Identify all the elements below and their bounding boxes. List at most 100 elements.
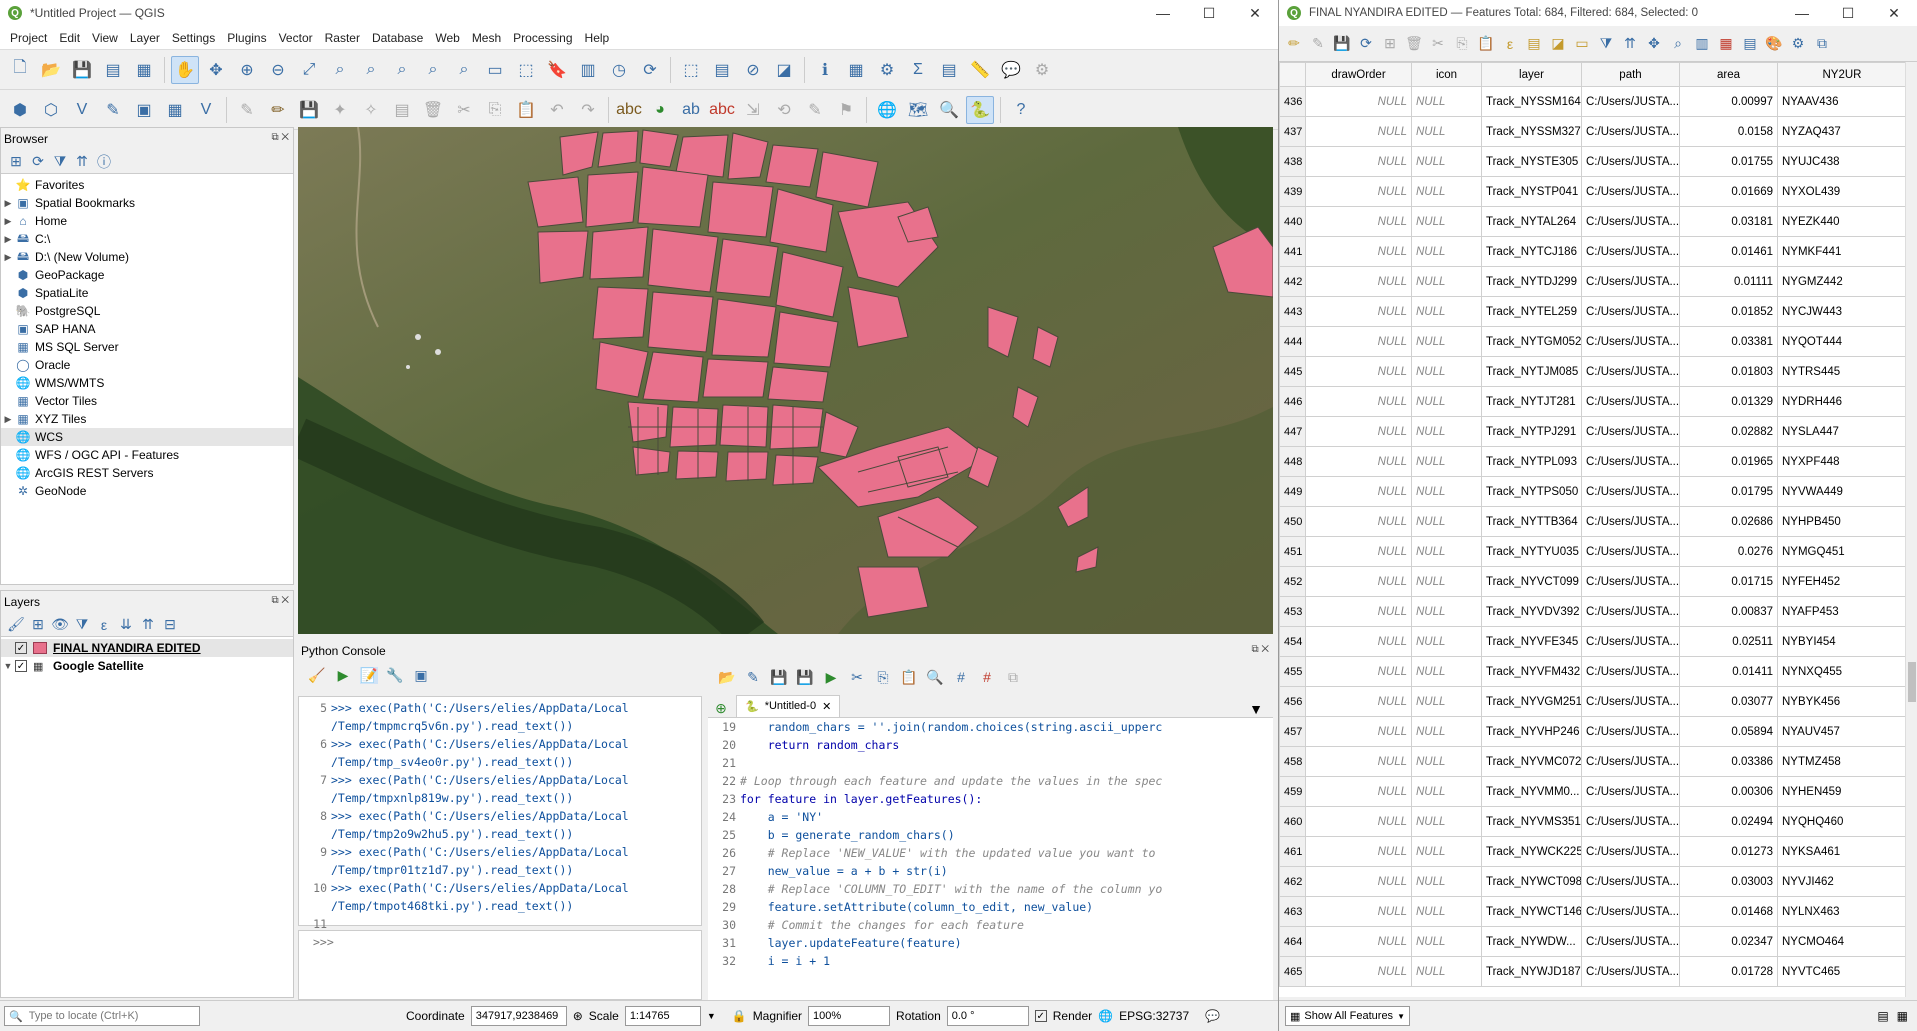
python-console-icon[interactable]: 🐍 [966,95,994,124]
layout-manager-icon[interactable]: ▦ [136,61,152,79]
table-cell[interactable]: NULL [1305,536,1412,567]
table-cell[interactable]: C:/Users/JUSTA... [1581,866,1680,897]
row-number[interactable]: 436 [1279,86,1306,117]
table-cell[interactable]: 0.01755 [1679,146,1778,177]
row-number[interactable]: 452 [1279,566,1306,597]
select-by-value-icon[interactable]: ◪ [776,61,792,79]
expand-arrow-icon[interactable]: ▶ [4,197,12,208]
rotate-label-icon[interactable]: ⟲ [777,101,791,119]
table-cell[interactable]: NULL [1411,896,1482,927]
table-row[interactable]: 449 NULL NULL Track_NYTPS050 C:/Users/JUSTA.… [1279,476,1906,507]
table-cell[interactable]: NYQOT444 [1777,326,1906,357]
table-cell[interactable]: NULL [1411,176,1482,207]
table-row[interactable]: 457 NULL NULL Track_NYVHP246 C:/Users/JUSTA.… [1279,716,1906,747]
table-cell[interactable]: 0.01728 [1679,956,1778,987]
data-source-manager-icon[interactable]: ⬢ [13,101,27,119]
table-cell[interactable]: NYAAV436 [1777,86,1906,117]
table-cell[interactable]: 0.03386 [1679,746,1778,777]
table-cell[interactable]: NULL [1411,626,1482,657]
cut-icon[interactable]: ✂ [1432,35,1444,51]
minimize-icon[interactable]: — [1795,5,1809,21]
save-script-icon[interactable]: 💾 [770,668,788,685]
crs-label[interactable]: EPSG:32737 [1119,1009,1190,1023]
panel-float-close-icon[interactable]: ⧉ ✕ [271,132,289,143]
table-cell[interactable]: NULL [1305,956,1412,987]
table-cell[interactable]: NYXOL439 [1777,176,1906,207]
new-print-layout-icon[interactable]: ▤ [105,61,121,79]
table-cell[interactable]: C:/Users/JUSTA... [1581,236,1680,267]
table-cell[interactable]: C:/Users/JUSTA... [1581,656,1680,687]
panel-float-close-icon[interactable]: ⧉ ✕ [1251,644,1269,655]
vertex-tool-icon[interactable]: ✧ [364,101,378,119]
table-cell[interactable]: NULL [1305,896,1412,927]
row-number[interactable]: 461 [1279,836,1306,867]
add-group-icon[interactable]: ⊞ [32,616,44,632]
table-cell[interactable]: Track_NYTYU035 [1481,536,1582,567]
browser-item-d-new-volume[interactable]: ▶ 🖴 D:\ (New Volume) [1,248,293,266]
zoom-next-icon[interactable]: ⌕ [459,60,469,78]
table-cell[interactable]: 0.01411 [1679,656,1778,687]
table-cell[interactable]: 0.0158 [1679,116,1778,147]
bookmark-icon[interactable]: 🔖 [547,61,567,79]
table-cell[interactable]: NYXPF448 [1777,446,1906,477]
table-cell[interactable]: NULL [1411,956,1482,987]
close-icon[interactable]: ✕ [1888,5,1900,21]
menu-mesh[interactable]: Mesh [471,30,502,45]
table-cell[interactable]: C:/Users/JUSTA... [1581,566,1680,597]
table-cell[interactable]: NULL [1305,236,1412,267]
menu-plugins[interactable]: Plugins [227,30,267,45]
table-row[interactable]: 443 NULL NULL Track_NYTEL259 C:/Users/JUSTA.… [1279,296,1906,327]
expand-arrow-icon[interactable]: ▶ [4,251,12,262]
table-cell[interactable]: C:/Users/JUSTA... [1581,296,1680,327]
table-view-icon[interactable]: ▦ [1896,1009,1908,1023]
table-cell[interactable]: NYMGQ451 [1777,536,1906,567]
row-number[interactable]: 456 [1279,686,1306,717]
conditional-formatting-icon[interactable]: 🎨 [1765,35,1783,51]
help-icon[interactable]: ? [1016,100,1026,118]
table-row[interactable]: 444 NULL NULL Track_NYTGM052 C:/Users/JUSTA.… [1279,326,1906,357]
column-header-draworder[interactable]: drawOrder [1305,62,1412,87]
table-cell[interactable]: NULL [1305,416,1412,447]
browser-item-wms-wmts[interactable]: 🌐 WMS/WMTS [1,374,293,392]
table-cell[interactable]: 0.00306 [1679,776,1778,807]
table-cell[interactable]: Track_NYVGM251 [1481,686,1582,717]
add-vector-layer-icon[interactable]: V [76,100,88,118]
table-cell[interactable]: NULL [1411,356,1482,387]
table-cell[interactable]: NULL [1305,716,1412,747]
table-cell[interactable]: NULL [1305,626,1412,657]
row-number[interactable]: 439 [1279,176,1306,207]
statistics-icon[interactable]: Σ [913,60,923,78]
table-row[interactable]: 436 NULL NULL Track_NYSSM164 C:/Users/JUSTA.… [1279,86,1906,117]
table-cell[interactable]: 0.02494 [1679,806,1778,837]
table-cell[interactable]: C:/Users/JUSTA... [1581,176,1680,207]
table-cell[interactable]: NULL [1411,776,1482,807]
table-cell[interactable]: Track_NYSTE305 [1481,146,1582,177]
settings-gear-icon[interactable]: ⚙ [1034,61,1050,79]
row-number[interactable]: 441 [1279,236,1306,267]
table-cell[interactable]: NYBYI454 [1777,626,1906,657]
change-label-icon[interactable]: ✎ [808,101,822,119]
help-console-icon[interactable]: ▣ [414,666,428,683]
browser-item-home[interactable]: ▶ ⌂ Home [1,212,293,230]
collapse-all-icon[interactable]: ⇈ [142,616,154,632]
actions-icon[interactable]: ⚙ [1791,35,1805,51]
menu-vector[interactable]: Vector [278,30,313,45]
table-row[interactable]: 455 NULL NULL Track_NYVFM432 C:/Users/JUSTA.… [1279,656,1906,687]
table-row[interactable]: 446 NULL NULL Track_NYTJT281 C:/Users/JUSTA.… [1279,386,1906,417]
table-cell[interactable]: Track_NYTJT281 [1481,386,1582,417]
table-cell[interactable]: Track_NYWCK225 [1481,836,1582,867]
browser-item-postgresql[interactable]: 🐘 PostgreSQL [1,302,293,320]
table-cell[interactable]: Track_NYVMS351 [1481,806,1582,837]
temporal-controller-icon[interactable]: ◷ [612,61,626,79]
menu-project[interactable]: Project [10,30,48,45]
row-number[interactable]: 447 [1279,416,1306,447]
console-history[interactable]: 5 >>> exec(Path('C:/Users/elies/AppData/L… [298,696,702,931]
copy-icon[interactable]: ⎘ [1456,35,1468,51]
row-number[interactable]: 450 [1279,506,1306,537]
table-cell[interactable]: 0.02686 [1679,506,1778,537]
table-cell[interactable]: 0.03003 [1679,866,1778,897]
table-cell[interactable]: NYTRS445 [1777,356,1906,387]
table-cell[interactable]: 0.01965 [1679,446,1778,477]
rotation-field[interactable]: 0.0 ° [946,1006,1029,1026]
table-cell[interactable]: NYKSA461 [1777,836,1906,867]
